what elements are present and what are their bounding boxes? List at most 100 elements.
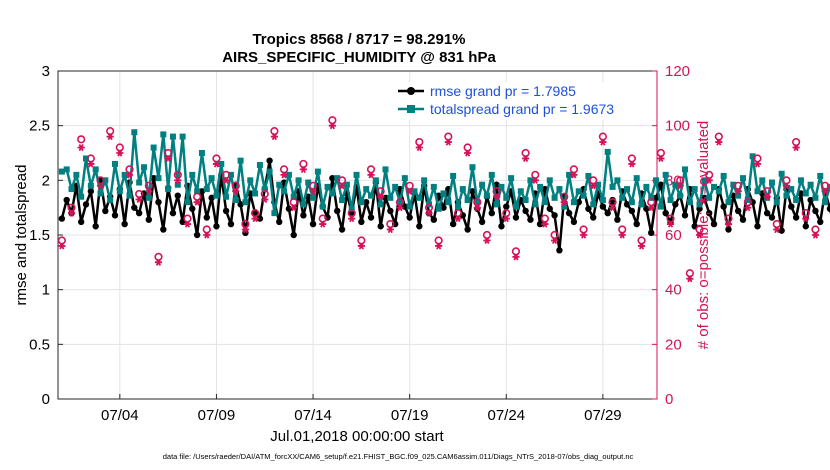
totalspread-point [411,188,418,195]
totalspread-point [624,186,631,193]
obs-possible-point [299,159,308,169]
obs-possible-point [173,170,182,179]
obs-evaluated-point [618,231,626,239]
totalspread-point [73,171,80,178]
totalspread-point [295,177,302,184]
totalspread-point [706,194,713,201]
rmse-point [155,199,162,206]
rmse-point [193,231,201,239]
obs-possible-point [734,181,743,190]
obs-evaluated-point [493,193,501,201]
obs-evaluated-point [154,258,163,266]
obs-possible-point [222,170,231,179]
obs-possible-point [453,209,463,218]
obs-evaluated-point [589,182,597,190]
totalspread-point [585,172,592,179]
totalspread-point [227,171,234,178]
rmse-point [681,212,689,219]
totalspread-point [619,194,626,201]
rmse-point [222,207,230,215]
totalspread-point [305,179,312,186]
obs-possible-point [231,181,240,190]
obs-evaluated-point [705,176,713,184]
rmse-point [754,223,761,230]
rmse-point [662,209,669,217]
obs-evaluated-point [782,182,791,190]
grid [58,71,657,399]
totalspread-point [614,177,621,184]
rmse-point [478,218,486,226]
obs-evaluated-point [135,195,143,204]
left-axis: 0 0.5 1 1.5 2 2.5 3 [29,63,63,408]
rmse-point [725,226,732,233]
obs-possible-point [637,236,646,245]
rmse-point [604,209,611,217]
totalspread-point [140,164,147,171]
totalspread-point [155,175,162,182]
totalspread-point [401,175,408,182]
rmse-point [208,194,215,202]
totalspread-point [590,201,597,208]
totalspread-point [686,199,693,206]
totalspread-point [121,171,128,178]
totalspread-point [397,199,404,206]
rmse-point [334,207,341,215]
rmse-point [58,215,66,222]
obs-evaluated-point [792,143,800,152]
obs-evaluated-point [512,253,520,261]
obs-possible-point [183,214,192,223]
totalspread-point [556,186,563,193]
obs-evaluated-point [377,193,385,201]
totalspread-point [768,179,775,186]
rmse-point [300,212,307,219]
obs-evaluated-point [193,198,201,206]
totalspread-point [184,199,191,206]
rmse-point [362,199,370,206]
totalspread-point [638,201,645,208]
obs-evaluated-point [67,209,76,217]
obs-possible-point [724,214,733,223]
totalspread-point [194,188,201,195]
totalspread-point [454,203,461,210]
rmse-point [198,188,206,195]
obs-evaluated-point [686,275,694,283]
obs-possible-point [250,209,260,218]
rmse-point [309,220,317,228]
rmse-point [826,205,830,212]
footer-note: data file: /Users/raeder/DAI/ATM_forcXX/… [163,452,634,461]
obs-possible-point [386,219,395,229]
obs-possible-point [77,135,86,144]
totalspread-point [213,192,220,199]
rmse-point [285,205,293,212]
rmse-point [111,212,119,219]
obs-evaluated-point [425,209,433,217]
totalspread-point [87,182,94,189]
rmse-point [469,188,476,195]
obs-evaluated-point [464,149,472,157]
totalspread-point [218,160,225,167]
totalspread-point [561,203,568,210]
totalspread-point [498,183,505,190]
rmse-point [449,220,457,228]
totalspread-point [580,192,587,199]
totalspread-point [232,197,239,204]
totalspread-point [599,197,606,204]
totalspread-point [566,171,573,178]
totalspread-point [503,194,510,201]
rmse-point [614,216,621,223]
totalspread-point [508,175,515,182]
obs-possible-point [531,170,540,179]
obs-possible-point [821,181,830,190]
totalspread-point [314,168,321,175]
obs-evaluated-point [657,154,665,163]
obs-evaluated-point [396,204,404,212]
totalspread-point [329,190,336,197]
obs-evaluated-point [560,198,568,206]
totalspread-point [759,177,766,184]
rmse-point [77,218,85,226]
rmse-point [570,218,578,226]
obs-evaluated-point [415,143,423,152]
obs-possible-point [666,214,675,223]
totalspread-point [551,194,558,201]
totalspread-point [725,199,732,206]
